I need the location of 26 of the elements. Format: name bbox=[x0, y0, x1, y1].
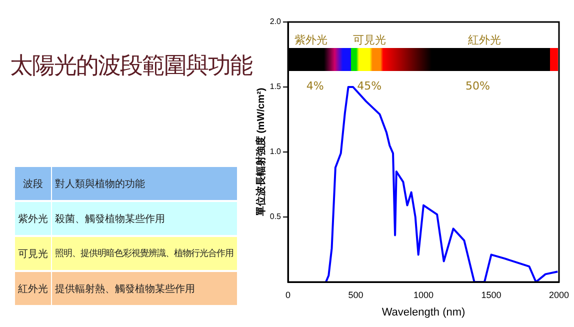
text: 波段 bbox=[15, 167, 52, 201]
y-tick-label: 1.5 bbox=[270, 82, 282, 92]
text: 提供輻射熱、觸發植物某些作用 bbox=[52, 271, 236, 306]
annotation: 45% bbox=[357, 80, 382, 92]
annotation: 紅外光 bbox=[468, 32, 501, 48]
text: 太陽光的波段範圍與功能 bbox=[10, 52, 252, 80]
y-tick-label: 1.0 bbox=[270, 147, 282, 156]
annotation: 紫外光 bbox=[294, 32, 328, 48]
text: 可見光 bbox=[15, 236, 52, 271]
annotation: 50% bbox=[465, 80, 490, 92]
annotation: 4% bbox=[306, 80, 324, 92]
x-tick-label: 0 bbox=[285, 290, 291, 300]
y-tick-label: 0.5 bbox=[270, 212, 282, 222]
x-axis-title: Wavelength (nm) bbox=[382, 306, 466, 318]
x-tick-label: 1500 bbox=[481, 290, 502, 300]
text: 對人類與植物的功能 bbox=[52, 167, 236, 201]
text: 殺菌、觸發植物某些作用 bbox=[52, 201, 236, 236]
y-tick-label: 2.0 bbox=[270, 17, 282, 26]
y-axis-title: 單位波長輻射強度 (mW/cm²) bbox=[254, 88, 267, 218]
text: 紅外光 bbox=[15, 271, 52, 306]
text: 紫外光 bbox=[15, 201, 52, 236]
annotation: 可見光 bbox=[352, 32, 386, 48]
x-tick-label: 2000 bbox=[548, 290, 570, 300]
text: 照明、提供明暗色彩視覺辨識、植物行光合作用 bbox=[52, 236, 236, 271]
x-tick-label: 1000 bbox=[413, 290, 434, 300]
x-tick-label: 500 bbox=[348, 290, 364, 300]
